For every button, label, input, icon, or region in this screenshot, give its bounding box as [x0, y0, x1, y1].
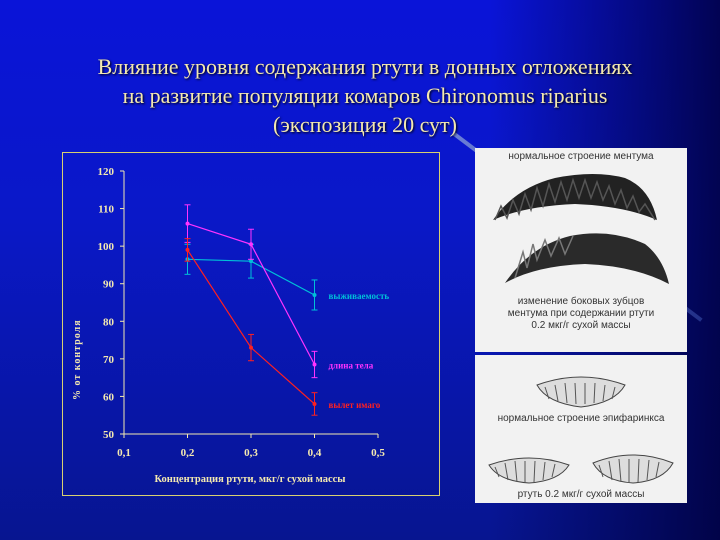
- y-tick-label: 100: [98, 241, 115, 253]
- epipharynx-changed-caption: ртуть 0.2 мкг/г сухой массы: [517, 489, 645, 500]
- title-line-2: на развитие популяции комаров Chironomus…: [122, 83, 608, 108]
- y-tick-label: 80: [103, 316, 115, 328]
- epipharynx-normal-caption: нормальное строение эпифаринкса: [497, 413, 665, 424]
- mentum-drawing: [493, 174, 669, 284]
- x-tick-label: 0,3: [244, 447, 258, 459]
- epipharynx-drawing: [488, 376, 674, 484]
- data-point: [312, 362, 317, 367]
- mentum-changed-caption-2: ментума при содержании ртути: [507, 308, 655, 319]
- chart-series: выживаемость длина тела вылет имаго: [184, 204, 390, 416]
- x-tick-label: 0,5: [371, 447, 385, 459]
- series-label: вылет имаго: [329, 400, 381, 410]
- y-tick-label: 70: [103, 354, 115, 366]
- title-line-1: Влияние уровня содержания ртути в донных…: [97, 54, 633, 79]
- line-chart: 50 60 70 80 90 100 110 120 0,1 0,2 0,3 0,4 0,5 выжив…: [72, 166, 390, 485]
- data-point: [312, 401, 317, 406]
- chart-frame: [62, 152, 440, 496]
- mentum-normal-caption: нормальное строение ментума: [508, 151, 654, 162]
- slide-title: Влияние уровня содержания ртути в донных…: [40, 52, 690, 139]
- y-tick-label: 110: [98, 204, 114, 216]
- data-point: [185, 221, 190, 226]
- y-axis-label: % от контроля: [72, 319, 83, 400]
- mentum-changed-caption-1: изменение боковых зубцов: [517, 296, 645, 307]
- title-line-3: (экспозиция 20 сут): [273, 112, 457, 137]
- epipharynx-figure-panel: нормальное строение эпифаринкса ртуть 0.…: [475, 355, 687, 503]
- data-point: [249, 345, 253, 350]
- x-tick-label: 0,4: [308, 447, 322, 459]
- x-tick-label: 0,1: [117, 447, 131, 459]
- y-tick-label: 50: [103, 429, 115, 441]
- y-tick-label: 90: [103, 279, 115, 291]
- chart-axes: 50 60 70 80 90 100 110 120 0,1 0,2 0,3 0,4 0,5: [98, 166, 386, 459]
- data-point: [249, 259, 253, 264]
- mentum-figure-panel: нормальное строение ментума изменение бо…: [475, 148, 687, 352]
- y-tick-label: 120: [98, 166, 115, 178]
- data-point: [249, 242, 253, 247]
- y-tick-label: 60: [103, 391, 115, 403]
- mentum-changed-caption-3: 0.2 мкг/г сухой массы: [531, 320, 631, 331]
- series-label: выживаемость: [329, 291, 390, 301]
- x-axis-label: Концентрация ртути, мкг/г сухой массы: [154, 474, 345, 485]
- x-tick-label: 0,2: [181, 447, 195, 459]
- series-label: длина тела: [329, 360, 374, 370]
- data-point: [185, 247, 190, 252]
- data-point: [312, 292, 317, 297]
